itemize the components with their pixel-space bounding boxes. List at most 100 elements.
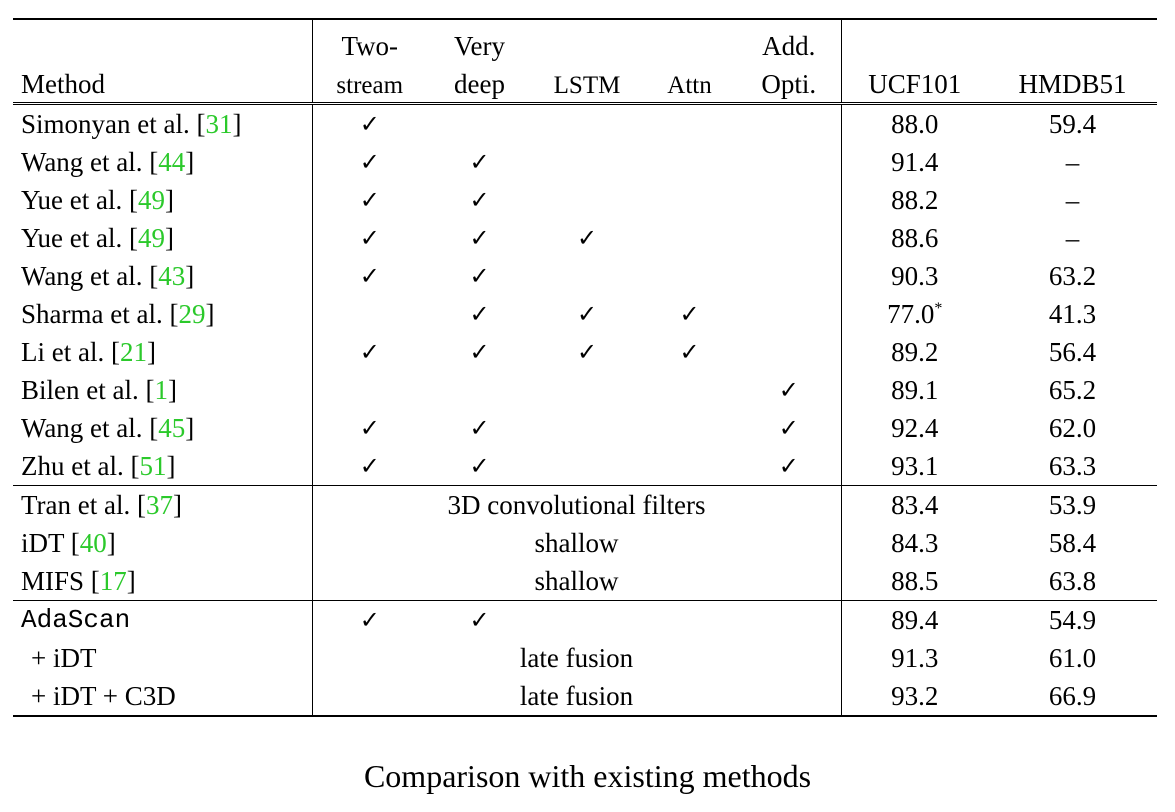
hmdb51-value: 41.3 (1048, 298, 1097, 329)
header-very-deep-top: Very (427, 18, 532, 60)
check-adascan-add-opti (737, 600, 841, 639)
check-attn-checkmark-icon: ✓ (679, 338, 700, 366)
citation-link[interactable]: 49 (137, 222, 165, 253)
method-name: Li et al. [ (21, 336, 120, 367)
section-adascan: AdaScan ✓ ✓ 89.4 54.9 + iDT late fusion … (13, 600, 1157, 717)
ucf101-value: 88.2 (840, 181, 988, 219)
hmdb51-adascan: 54.9 (988, 600, 1157, 639)
header-add-opti: Opti. (737, 60, 841, 105)
citation-close: ] (167, 374, 177, 405)
ucf101-number: 90.3 (891, 260, 939, 291)
check-two-stream-checkmark-icon: ✓ (311, 333, 427, 371)
check-lstm (532, 181, 642, 219)
ucf101-value: 88.0 (840, 103, 988, 143)
check-attn (642, 257, 737, 295)
check-attn (642, 143, 737, 181)
method-adascan-idt-c3d: + iDT + C3D (13, 677, 312, 717)
ucf101-adascan-idt: 91.3 (840, 639, 988, 677)
table-row: iDT [40] shallow 84.3 58.4 (13, 524, 1157, 562)
check-two-stream (311, 295, 427, 333)
table-row: Tran et al. [37] 3D convolutional filters… (13, 485, 1157, 524)
method-row-0: Simonyan et al. [31] (13, 104, 312, 144)
section-other-methods: Tran et al. [37] 3D convolutional filters… (13, 485, 1157, 601)
check-lstm (532, 104, 642, 144)
table-row-adascan: AdaScan ✓ ✓ 89.4 54.9 (13, 600, 1157, 639)
ucf101-value: 90.3 (840, 257, 988, 295)
hmdb51-adascan-idt: 61.0 (1048, 642, 1097, 673)
citation-link[interactable]: 21 (119, 336, 147, 367)
citation-link[interactable]: 29 (178, 298, 206, 329)
check-lstm-checkmark-icon: ✓ (576, 224, 598, 252)
ucf101-adascan: 89.4 (840, 600, 988, 639)
ucf101-value: 93.1 (840, 447, 988, 486)
header-add-opti-top: Add. (737, 18, 841, 60)
citation-link[interactable]: 40 (79, 527, 107, 558)
citation-close: ] (205, 298, 215, 329)
check-add-opti-checkmark-icon: ✓ (778, 452, 799, 480)
table-row-adascan-idt: + iDT late fusion 91.3 61.0 (13, 639, 1157, 677)
table-row: Wang et al. [45] ✓ ✓ ✓ 92.4 62.0 (13, 409, 1157, 447)
ucf101-value: 92.4 (840, 409, 988, 447)
ucf101-value: 89.2 (840, 333, 988, 371)
citation-close: ] (166, 450, 176, 481)
check-add-opti (737, 257, 841, 295)
check-add-opti-checkmark-icon: ✓ (778, 376, 799, 404)
citation-link[interactable]: 17 (99, 565, 127, 596)
method-row-8: Wang et al. [45] (13, 409, 312, 447)
citation-close: ] (164, 222, 174, 253)
citation-link[interactable]: 51 (139, 450, 167, 481)
check-two-stream-checkmark-icon: ✓ (311, 447, 427, 486)
hmdb51-value: 58.4 (1048, 527, 1097, 558)
fusion-adascan-idt: late fusion (311, 639, 841, 677)
hmdb51-value: 63.8 (1048, 565, 1097, 596)
citation-link[interactable]: 1 (154, 374, 168, 405)
citation-link[interactable]: 45 (158, 412, 186, 443)
ucf101-adascan-idt-c3d: 93.2 (840, 677, 988, 717)
ucf101-value: 88.6 (840, 219, 988, 257)
citation-link[interactable]: 31 (205, 108, 233, 139)
check-attn (642, 447, 737, 486)
citation-link[interactable]: 44 (158, 146, 186, 177)
check-adascan-lstm (532, 600, 642, 639)
check-two-stream-checkmark-icon: ✓ (311, 181, 427, 219)
check-two-stream (311, 371, 427, 409)
citation-link[interactable]: 43 (158, 260, 186, 291)
ucf101-number: 88.2 (891, 184, 939, 215)
check-attn (642, 219, 737, 257)
header-hmdb51-top (988, 18, 1157, 60)
citation-close: ] (172, 489, 182, 520)
check-two-stream-checkmark-icon: ✓ (311, 143, 427, 181)
ucf101-value: 77.0* (840, 295, 988, 333)
hmdb51-value: 56.4 (1048, 336, 1097, 367)
citation-link[interactable]: 37 (145, 489, 173, 520)
header-lstm-top (532, 18, 642, 60)
ucf101-number: 92.4 (891, 412, 939, 443)
method-row-1: Wang et al. [44] (13, 143, 312, 181)
hmdb51-value: 59.4 (1048, 108, 1097, 139)
method-name: Wang et al. [ (21, 260, 159, 291)
citation-link[interactable]: 49 (137, 184, 165, 215)
table-row: Yue et al. [49] ✓ ✓ 88.2– (13, 181, 1157, 219)
citation-close: ] (126, 565, 136, 596)
method-row-4: Wang et al. [43] (13, 257, 312, 295)
citation-close: ] (232, 108, 242, 139)
check-two-stream-checkmark-icon: ✓ (311, 257, 427, 295)
method-name: Bilen et al. [ (21, 374, 155, 405)
ucf101-number: 88.6 (891, 222, 939, 253)
check-add-opti (737, 104, 841, 144)
check-attn (642, 181, 737, 219)
method-name: Sharma et al. [ (21, 298, 179, 329)
citation-close: ] (164, 184, 174, 215)
check-add-opti (737, 295, 841, 333)
hmdb51-value: 62.0 (1048, 412, 1097, 443)
method-name: Yue et al. [ (21, 222, 138, 253)
check-add-opti (737, 143, 841, 181)
hmdb51-value: 63.3 (1048, 450, 1097, 481)
header-ucf101: UCF101 (840, 60, 988, 105)
method-other-2: MIFS [17] (13, 562, 312, 601)
ucf101-value: 83.4 (840, 485, 988, 524)
header-attn-top (642, 18, 737, 60)
check-lstm (532, 257, 642, 295)
table-row: Yue et al. [49] ✓ ✓ ✓ 88.6– (13, 219, 1157, 257)
method-adascan: AdaScan (13, 600, 312, 639)
